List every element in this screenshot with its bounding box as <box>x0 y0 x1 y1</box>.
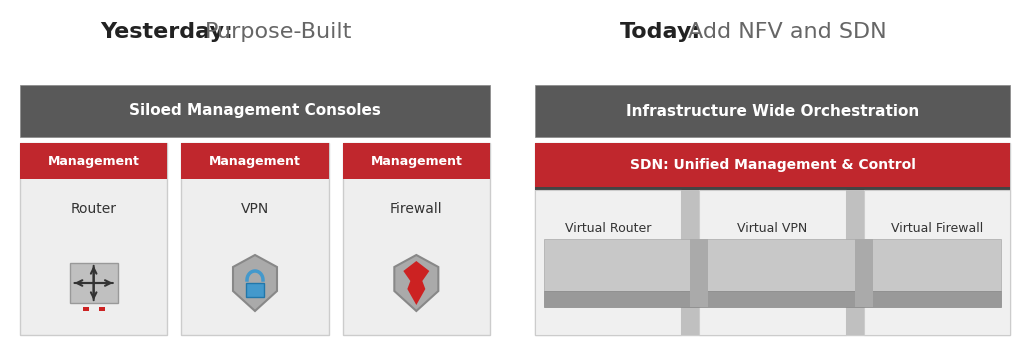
Text: Siloed Management Consoles: Siloed Management Consoles <box>129 103 381 118</box>
Text: Management: Management <box>371 155 462 167</box>
Bar <box>544 291 1001 307</box>
Bar <box>699 190 846 335</box>
Text: Add NFV and SDN: Add NFV and SDN <box>688 22 887 42</box>
Polygon shape <box>403 261 429 305</box>
Bar <box>535 143 1010 187</box>
Bar <box>20 85 490 137</box>
Text: VPN: VPN <box>241 202 269 216</box>
Bar <box>544 239 1001 291</box>
Bar <box>863 190 1010 335</box>
Bar <box>83 307 89 311</box>
Bar <box>70 263 118 303</box>
Text: Infrastructure Wide Orchestration: Infrastructure Wide Orchestration <box>626 103 920 118</box>
Text: Management: Management <box>48 155 139 167</box>
Bar <box>846 190 863 335</box>
Text: Router: Router <box>71 202 117 216</box>
Text: Yesterday:: Yesterday: <box>100 22 232 42</box>
Bar <box>246 283 264 297</box>
Bar <box>535 143 1010 335</box>
Text: Management: Management <box>209 155 301 167</box>
Text: Today:: Today: <box>620 22 701 42</box>
Bar <box>98 307 104 311</box>
Bar <box>690 239 709 307</box>
Bar <box>343 143 490 335</box>
Bar <box>343 143 490 179</box>
Bar <box>181 143 329 179</box>
Text: Virtual Firewall: Virtual Firewall <box>891 221 983 235</box>
Text: Purpose-Built: Purpose-Built <box>205 22 352 42</box>
Text: Virtual VPN: Virtual VPN <box>737 221 808 235</box>
Text: Virtual Router: Virtual Router <box>565 221 651 235</box>
Polygon shape <box>394 255 438 311</box>
Bar <box>535 187 1010 190</box>
Polygon shape <box>233 255 278 311</box>
Bar <box>535 85 1010 137</box>
Bar <box>20 143 167 335</box>
Text: Firewall: Firewall <box>390 202 442 216</box>
Bar <box>535 190 681 335</box>
Bar <box>181 143 329 335</box>
Bar <box>855 239 872 307</box>
Text: SDN: Unified Management & Control: SDN: Unified Management & Control <box>630 158 915 172</box>
Bar <box>20 143 167 179</box>
Bar <box>681 190 699 335</box>
